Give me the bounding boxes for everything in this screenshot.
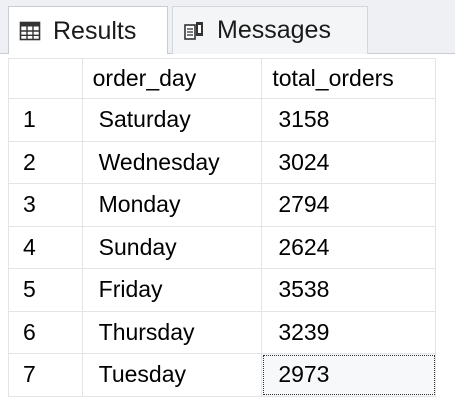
table-row: 2 Wednesday 3024 [8,140,436,184]
cell-total-orders[interactable]: 2624 [261,225,436,269]
table-row: 7 Tuesday 2973 [8,353,436,397]
grid-header-row: order_day total_orders [8,58,436,99]
table-row: 5 Friday 3538 [8,268,436,312]
row-number[interactable]: 4 [8,225,83,269]
row-number[interactable]: 6 [8,310,83,354]
column-header-total-orders[interactable]: total_orders [261,58,436,99]
results-tab-bar: Results Messages [0,0,455,55]
cell-total-orders[interactable]: 3239 [261,310,436,354]
table-row: 4 Sunday 2624 [8,225,436,269]
cell-total-orders[interactable]: 3538 [261,268,436,312]
tab-messages[interactable]: Messages [172,6,368,54]
table-row: 6 Thursday 3239 [8,310,436,354]
cell-total-orders[interactable]: 2794 [261,183,436,227]
grid-icon [19,20,41,42]
tab-results[interactable]: Results [8,6,168,55]
row-number[interactable]: 2 [8,140,83,184]
cell-order-day[interactable]: Thursday [81,310,263,354]
grid-corner-cell[interactable] [8,58,83,99]
cell-total-orders[interactable]: 3158 [261,98,436,142]
cell-order-day[interactable]: Sunday [81,225,263,269]
row-number[interactable]: 7 [8,353,83,397]
cell-order-day[interactable]: Tuesday [81,353,263,397]
cell-total-orders[interactable]: 3024 [261,140,436,184]
results-grid: order_day total_orders 1 Saturday 3158 2… [8,58,436,397]
cell-order-day[interactable]: Saturday [81,98,263,142]
tab-messages-label: Messages [217,16,331,44]
messages-icon [183,20,205,42]
results-grid-area: order_day total_orders 1 Saturday 3158 2… [0,54,455,406]
cell-order-day[interactable]: Friday [81,268,263,312]
cell-order-day[interactable]: Wednesday [81,140,263,184]
row-number[interactable]: 3 [8,183,83,227]
tab-results-label: Results [53,16,137,45]
row-number[interactable]: 5 [8,268,83,312]
table-row: 1 Saturday 3158 [8,98,436,142]
cell-total-orders-selected[interactable]: 2973 [261,353,436,397]
column-header-order-day[interactable]: order_day [81,58,263,99]
cell-order-day[interactable]: Monday [81,183,263,227]
table-row: 3 Monday 2794 [8,183,436,227]
grid-right-edge [436,54,455,406]
row-number[interactable]: 1 [8,98,83,142]
